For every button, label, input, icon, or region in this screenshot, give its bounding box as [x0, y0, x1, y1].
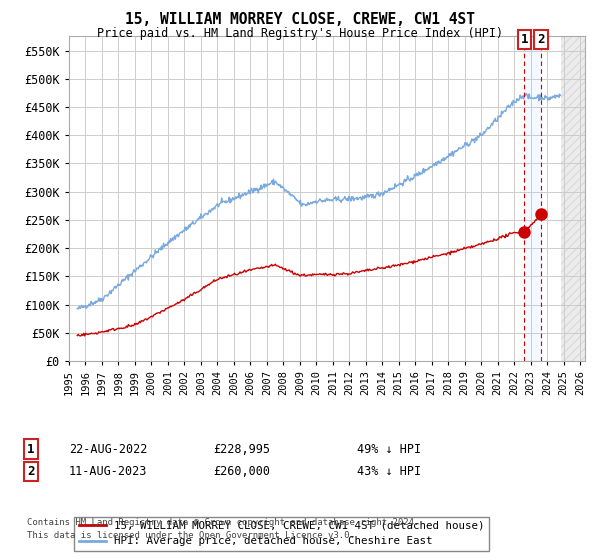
Bar [561, 36, 585, 361]
Text: This data is licensed under the Open Government Licence v3.0.: This data is licensed under the Open Gov… [27, 531, 355, 540]
Text: 43% ↓ HPI: 43% ↓ HPI [357, 465, 421, 478]
Text: 49% ↓ HPI: 49% ↓ HPI [357, 442, 421, 456]
Text: 1: 1 [521, 33, 528, 46]
Bar [524, 36, 541, 361]
Text: 22-AUG-2022: 22-AUG-2022 [69, 442, 148, 456]
Text: £260,000: £260,000 [213, 465, 270, 478]
Text: 15, WILLIAM MORREY CLOSE, CREWE, CW1 4ST: 15, WILLIAM MORREY CLOSE, CREWE, CW1 4ST [125, 12, 475, 27]
Text: 2: 2 [27, 465, 35, 478]
Text: £228,995: £228,995 [213, 442, 270, 456]
Text: Price paid vs. HM Land Registry's House Price Index (HPI): Price paid vs. HM Land Registry's House … [97, 27, 503, 40]
Text: 1: 1 [27, 442, 35, 456]
Text: 11-AUG-2023: 11-AUG-2023 [69, 465, 148, 478]
Legend: 15, WILLIAM MORREY CLOSE, CREWE, CW1 4ST (detached house), HPI: Average price, d: 15, WILLIAM MORREY CLOSE, CREWE, CW1 4ST… [74, 516, 490, 550]
Text: Contains HM Land Registry data © Crown copyright and database right 2024.: Contains HM Land Registry data © Crown c… [27, 519, 419, 528]
Text: 2: 2 [537, 33, 545, 46]
